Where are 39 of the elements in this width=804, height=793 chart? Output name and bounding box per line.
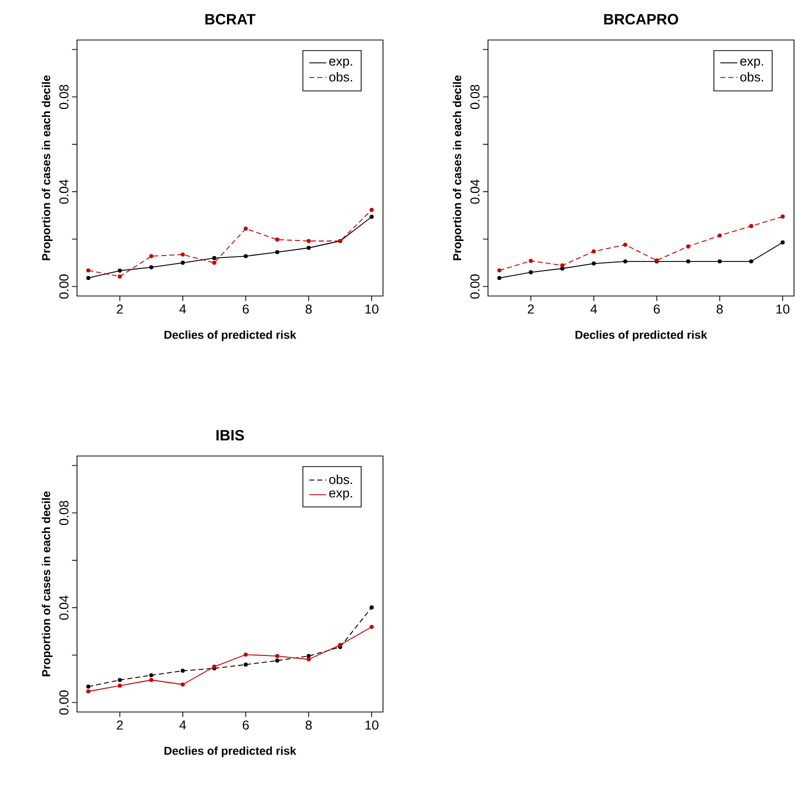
x-tick-label: 8 <box>716 304 723 314</box>
x-tick-label: 8 <box>306 304 312 314</box>
y-tick-label: 0.04 <box>470 179 480 204</box>
x-tick-label: 10 <box>365 304 378 314</box>
x-tick-label: 4 <box>590 304 598 314</box>
x-tick-label: 8 <box>306 720 312 730</box>
x-tick-label: 6 <box>654 304 660 314</box>
x-tick-label: 6 <box>242 720 249 730</box>
x-tick-label: 2 <box>528 304 534 314</box>
x-tick-label: 10 <box>365 720 378 730</box>
y-axis-title: Proportion of cases in each decile <box>42 75 52 260</box>
x-tick-label: 2 <box>116 304 123 314</box>
legend-label: obs. <box>329 72 352 82</box>
y-tick-label: 0.04 <box>59 595 68 620</box>
y-tick-label: 0.08 <box>470 84 480 109</box>
y-tick-label: 0.08 <box>59 500 68 525</box>
legend-label: exp. <box>329 490 352 500</box>
chart-title: BRCAPRO <box>604 14 678 25</box>
y-tick-label: 0.00 <box>470 274 480 299</box>
x-tick-label: 6 <box>242 304 249 314</box>
y-tick-label: 0.08 <box>59 84 68 109</box>
x-axis-title: Declies of predicted risk <box>164 330 296 342</box>
chart-title: IBIS <box>216 430 244 441</box>
x-axis-title: Declies of predicted risk <box>164 746 296 758</box>
y-tick-label: 0.04 <box>59 179 68 204</box>
legend-label: obs. <box>740 72 764 82</box>
x-tick-label: 2 <box>116 720 123 730</box>
y-axis-title: Proportion of cases in each decile <box>42 491 52 676</box>
x-tick-label: 10 <box>776 304 790 314</box>
x-axis-title: Declies of predicted risk <box>576 330 708 342</box>
chart-title: BCRAT <box>205 14 256 25</box>
x-tick-label: 4 <box>179 720 186 730</box>
y-tick-label: 0.00 <box>59 690 68 715</box>
legend-label: obs. <box>329 474 352 484</box>
legend-label: exp. <box>329 58 352 68</box>
legend-label: exp. <box>740 58 764 68</box>
y-tick-label: 0.00 <box>59 274 68 299</box>
x-tick-label: 4 <box>179 304 186 314</box>
y-axis-title: Proportion of cases in each decile <box>452 75 464 260</box>
